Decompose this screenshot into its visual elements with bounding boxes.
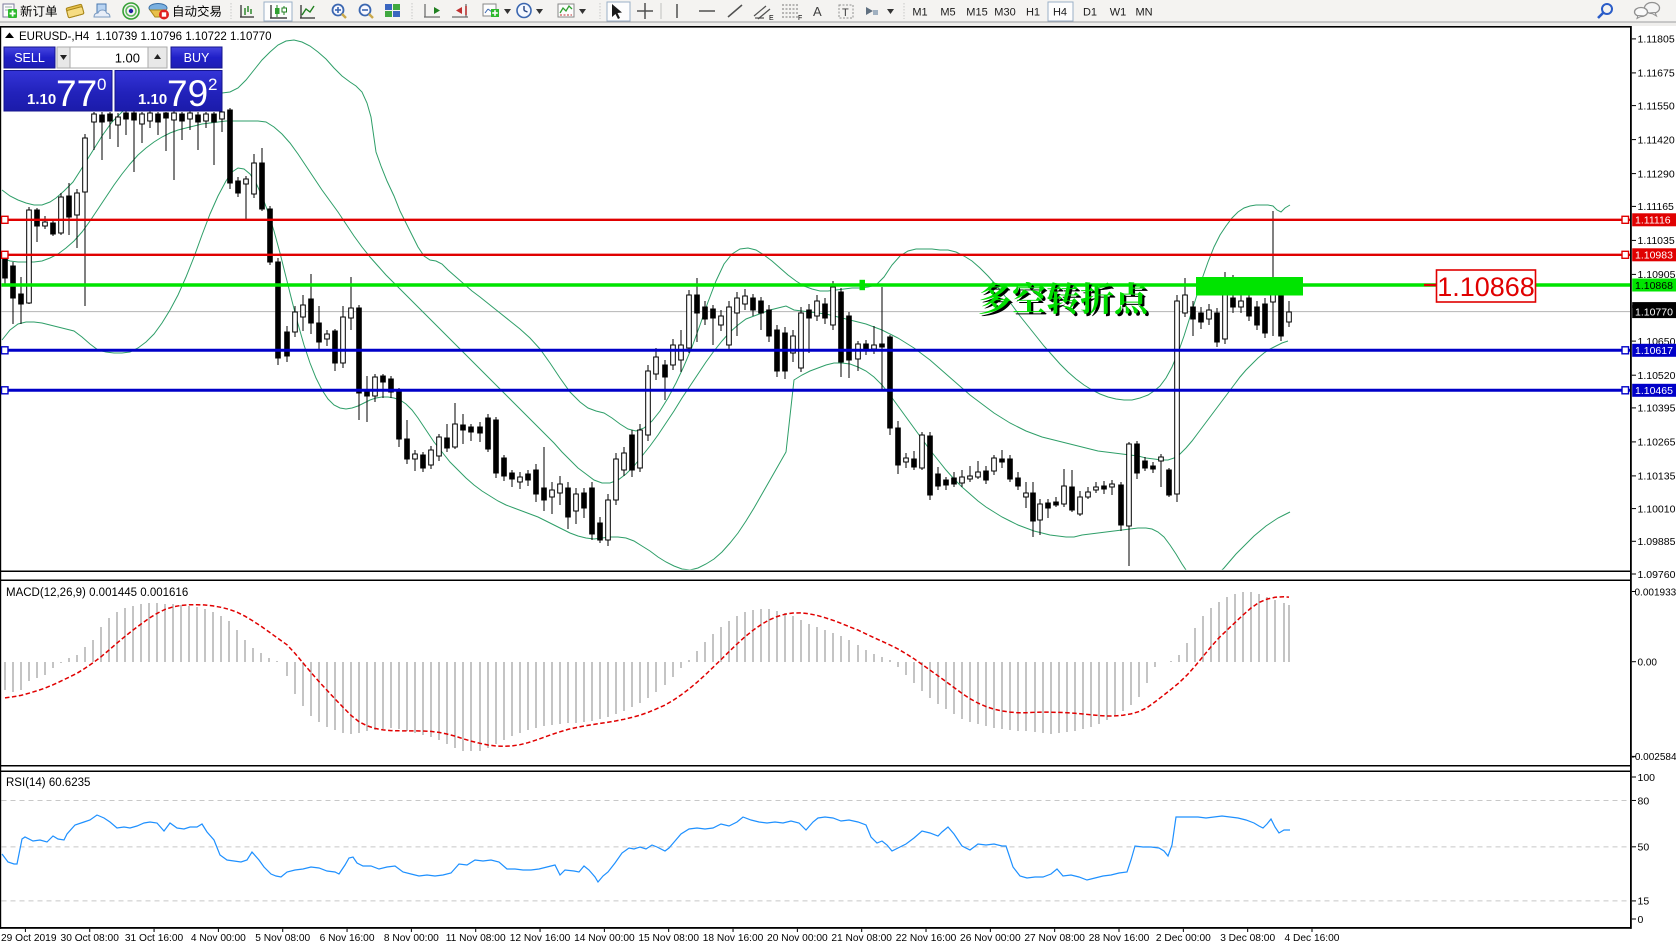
- svg-text:F: F: [798, 15, 802, 22]
- svg-text:1.10: 1.10: [27, 91, 56, 108]
- svg-text:RSI(14) 60.6235: RSI(14) 60.6235: [6, 777, 90, 789]
- svg-text:-0.002584: -0.002584: [1632, 752, 1676, 763]
- svg-text:27 Nov 08:00: 27 Nov 08:00: [1024, 933, 1085, 944]
- svg-text:3 Dec 08:00: 3 Dec 08:00: [1220, 933, 1275, 944]
- svg-text:1.10395: 1.10395: [1638, 403, 1676, 415]
- svg-text:EURUSD-,H4 1.10739 1.10796 1.: EURUSD-,H4 1.10739 1.10796 1.10722 1.107…: [19, 31, 272, 43]
- svg-text:1.10868: 1.10868: [1437, 272, 1535, 302]
- svg-text:T: T: [842, 7, 849, 19]
- svg-text:5 Nov 08:00: 5 Nov 08:00: [255, 933, 310, 944]
- svg-text:1.10770: 1.10770: [1635, 306, 1673, 318]
- svg-text:M5: M5: [940, 7, 955, 19]
- svg-text:8 Nov 00:00: 8 Nov 00:00: [384, 933, 439, 944]
- svg-text:1.10617: 1.10617: [1635, 345, 1673, 357]
- svg-text:28 Nov 16:00: 28 Nov 16:00: [1089, 933, 1150, 944]
- svg-text:MN: MN: [1135, 7, 1152, 19]
- svg-text:79: 79: [167, 73, 208, 114]
- svg-text:4 Nov 00:00: 4 Nov 00:00: [191, 933, 246, 944]
- svg-text:1.00: 1.00: [115, 51, 140, 66]
- svg-text:100: 100: [1638, 772, 1656, 784]
- svg-text:1.10983: 1.10983: [1635, 250, 1673, 262]
- svg-text:M1: M1: [912, 7, 927, 19]
- svg-text:11 Nov 08:00: 11 Nov 08:00: [446, 933, 506, 944]
- svg-text:22 Nov 16:00: 22 Nov 16:00: [896, 933, 957, 944]
- svg-text:31 Oct 16:00: 31 Oct 16:00: [125, 933, 184, 944]
- svg-text:M30: M30: [994, 7, 1015, 19]
- svg-text:M15: M15: [966, 7, 987, 19]
- svg-text:14 Nov 00:00: 14 Nov 00:00: [574, 933, 635, 944]
- svg-text:20 Nov 00:00: 20 Nov 00:00: [767, 933, 828, 944]
- svg-text:1.10265: 1.10265: [1638, 437, 1676, 449]
- svg-text:1.10465: 1.10465: [1635, 385, 1673, 397]
- svg-text:15 Nov 08:00: 15 Nov 08:00: [638, 933, 699, 944]
- svg-text:12 Nov 16:00: 12 Nov 16:00: [510, 933, 571, 944]
- svg-text:1.11805: 1.11805: [1638, 34, 1675, 46]
- svg-text:1.11035: 1.11035: [1638, 235, 1675, 247]
- svg-text:4 Dec 16:00: 4 Dec 16:00: [1285, 933, 1340, 944]
- svg-text:0.001933: 0.001933: [1635, 587, 1676, 598]
- svg-text:50: 50: [1638, 842, 1650, 854]
- svg-text:1.10010: 1.10010: [1638, 503, 1676, 515]
- svg-text:0: 0: [1638, 914, 1644, 926]
- svg-text:21 Nov 08:00: 21 Nov 08:00: [831, 933, 892, 944]
- svg-text:1.10868: 1.10868: [1635, 280, 1673, 292]
- svg-text:30 Oct 08:00: 30 Oct 08:00: [61, 933, 120, 944]
- svg-text:6 Nov 16:00: 6 Nov 16:00: [320, 933, 375, 944]
- svg-text:1.11165: 1.11165: [1638, 201, 1675, 213]
- svg-text:W1: W1: [1110, 7, 1127, 19]
- svg-text:H4: H4: [1053, 7, 1067, 19]
- svg-text:15: 15: [1638, 896, 1650, 908]
- svg-text:1.11290: 1.11290: [1638, 168, 1675, 180]
- svg-text:A: A: [813, 4, 822, 19]
- svg-text:26 Nov 00:00: 26 Nov 00:00: [960, 933, 1021, 944]
- svg-text:29 Oct 2019: 29 Oct 2019: [1, 933, 57, 944]
- svg-text:BUY: BUY: [184, 51, 210, 65]
- svg-text:1.11675: 1.11675: [1638, 68, 1675, 80]
- svg-text:1.09885: 1.09885: [1638, 536, 1676, 548]
- svg-text:80: 80: [1638, 795, 1650, 807]
- svg-text:1.11550: 1.11550: [1638, 100, 1675, 112]
- svg-text:MACD(12,26,9) 0.001445 0.00161: MACD(12,26,9) 0.001445 0.001616: [6, 587, 188, 599]
- svg-text:2: 2: [208, 75, 217, 94]
- svg-text:1.11116: 1.11116: [1635, 215, 1671, 227]
- svg-text:2 Dec 00:00: 2 Dec 00:00: [1156, 933, 1211, 944]
- svg-text:E: E: [769, 15, 774, 22]
- svg-text:1.10520: 1.10520: [1638, 370, 1676, 382]
- svg-text:77: 77: [56, 73, 97, 114]
- svg-text:1.10: 1.10: [138, 91, 167, 108]
- svg-text:1.11420: 1.11420: [1638, 134, 1675, 146]
- svg-text:D1: D1: [1083, 7, 1097, 19]
- svg-text:1.09760: 1.09760: [1638, 569, 1676, 581]
- svg-text:SELL: SELL: [14, 51, 45, 65]
- svg-text:0: 0: [97, 75, 106, 94]
- svg-text:0.00: 0.00: [1638, 658, 1658, 669]
- svg-text:1.10905: 1.10905: [1638, 269, 1676, 281]
- svg-text:1.10135: 1.10135: [1638, 471, 1676, 483]
- svg-text:H1: H1: [1026, 7, 1040, 19]
- svg-text:18 Nov 16:00: 18 Nov 16:00: [703, 933, 764, 944]
